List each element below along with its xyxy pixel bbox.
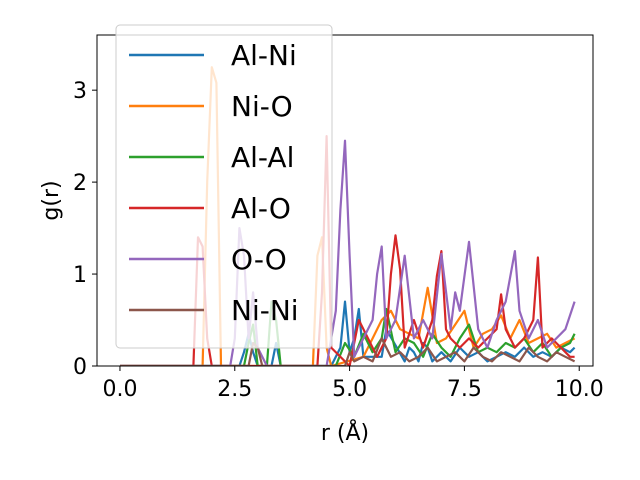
y-axis-label: g(r) [39,180,64,220]
plot-area: 0.0 2.5 5.0 7.5 10.0 0 1 2 3 [73,34,604,402]
x-axis-label: r (Å) [321,419,369,446]
legend-entry: Al-Al [231,141,294,174]
series-line-al-ni [120,300,576,366]
legend-entry: Ni-O [231,90,293,123]
x-axis-ticks: 0.0 2.5 5.0 7.5 10.0 [102,366,604,402]
legend-entry: Ni-Ni [231,294,299,327]
x-tick-label: 5.0 [332,377,367,402]
x-tick-label: 7.5 [447,377,482,402]
legend-entry: O-O [231,243,287,276]
y-tick-label: 0 [73,355,87,380]
y-tick-label: 1 [73,263,87,288]
y-tick-label: 3 [73,79,87,104]
y-axis-ticks: 0 1 2 3 [73,79,97,380]
x-tick-label: 0.0 [102,377,137,402]
x-tick-label: 10.0 [555,377,604,402]
legend-box [115,24,333,349]
y-tick-label: 2 [73,171,87,196]
legend-entry: Al-Ni [231,39,297,72]
series-line-ni-o [120,66,576,366]
axes-frame [96,34,594,367]
legend-entry: Al-O [231,192,291,225]
series-line-ni-ni [120,337,576,366]
x-tick-label: 2.5 [217,377,252,402]
legend: Al-Ni Ni-O Al-Al Al-O O-O Ni-Ni [115,24,333,349]
